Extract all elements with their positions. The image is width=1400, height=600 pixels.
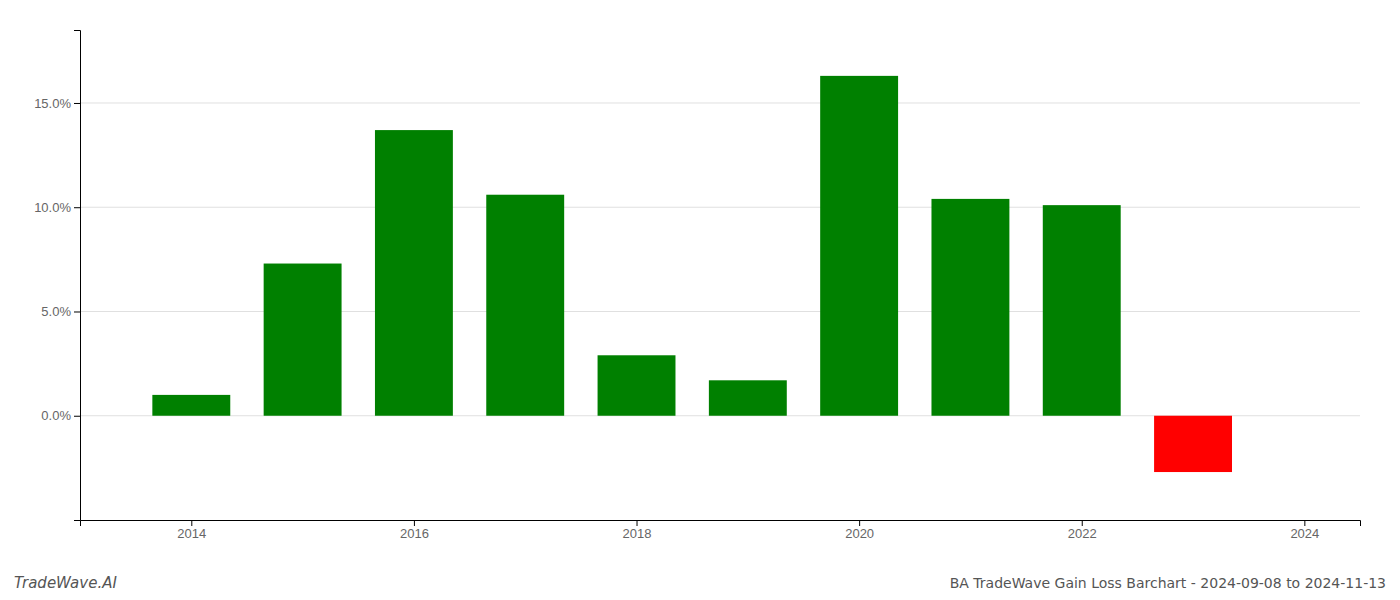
x-tick-label: 2014 (177, 526, 206, 541)
bar (709, 380, 787, 415)
y-tick-label: 5.0% (41, 304, 71, 319)
x-tick: 2020 (845, 520, 874, 541)
bar (1043, 205, 1121, 416)
x-tick-label: 2020 (845, 526, 874, 541)
bar (820, 76, 898, 416)
x-axis: 2014 2016 2018 2020 2022 2024 (81, 520, 1361, 541)
x-axis-line (81, 521, 1361, 527)
x-tick-label: 2024 (1290, 526, 1319, 541)
x-tick: 2018 (623, 520, 652, 541)
chart: 2014 2016 2018 2020 2022 2024 0.0% 5.0% 10.0% 15.… (0, 0, 1400, 600)
y-axis: 0.0% 5.0% 10.0% 15.0% (34, 31, 80, 521)
grid-line (80, 102, 1360, 103)
grid (80, 103, 1360, 416)
bars (152, 76, 1232, 472)
bar (931, 199, 1009, 416)
y-tick-mark (74, 103, 80, 104)
x-tick-mark (859, 520, 860, 526)
y-tick-mark (74, 416, 80, 417)
x-tick-label: 2022 (1068, 526, 1097, 541)
plot: 2014 2016 2018 2020 2022 2024 0.0% 5.0% 10.0% 15.… (34, 31, 1360, 542)
y-tick-mark (74, 207, 80, 208)
y-axis-line (74, 31, 81, 521)
watermark: TradeWave.AI (14, 574, 117, 592)
y-tick-label: 0.0% (41, 408, 71, 423)
bar (1154, 416, 1232, 472)
y-tick-label: 10.0% (34, 200, 71, 215)
y-tick: 0.0% (41, 408, 80, 423)
x-tick-label: 2016 (400, 526, 429, 541)
bar (264, 264, 342, 416)
x-tick-mark (1082, 520, 1083, 526)
y-tick: 10.0% (34, 200, 80, 215)
y-tick: 5.0% (41, 304, 80, 319)
bar (486, 195, 564, 416)
x-tick: 2024 (1290, 520, 1319, 541)
bar (152, 395, 230, 416)
x-tick: 2014 (177, 520, 206, 541)
x-tick: 2016 (400, 520, 429, 541)
x-tick-mark (414, 520, 415, 526)
y-tick-mark (74, 311, 80, 312)
x-tick: 2022 (1068, 520, 1097, 541)
x-tick-label: 2018 (623, 526, 652, 541)
bar (375, 130, 453, 416)
y-tick-label: 15.0% (34, 96, 71, 111)
x-tick-mark (191, 520, 192, 526)
bar (598, 355, 676, 415)
grid-line (80, 207, 1360, 208)
x-tick-mark (637, 520, 638, 526)
y-tick: 15.0% (34, 96, 80, 111)
x-tick-mark (1304, 520, 1305, 526)
title: BA TradeWave Gain Loss Barchart - 2024-0… (950, 575, 1386, 591)
